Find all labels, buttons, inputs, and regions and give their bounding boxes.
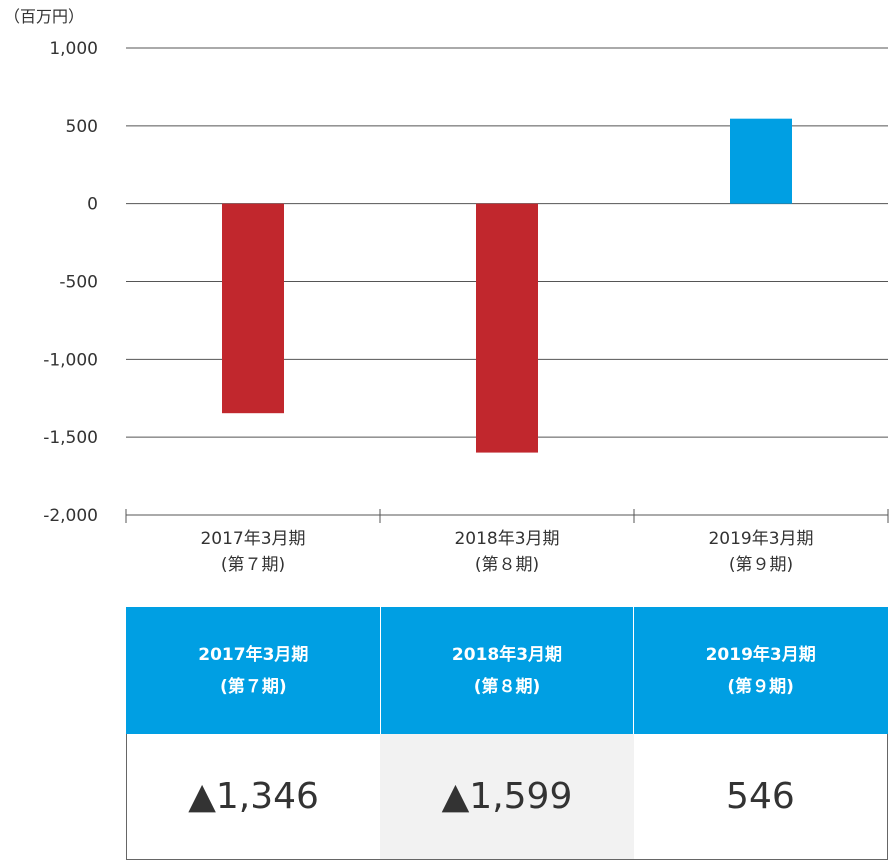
table-value-cell: ▲1,599 xyxy=(380,734,634,860)
bar xyxy=(222,203,284,414)
x-category-sublabel: (第９期) xyxy=(729,555,793,575)
bar-layer xyxy=(222,118,792,453)
table-header-cell: 2017年3月期 (第７期) xyxy=(126,607,381,734)
x-category-sublabel: (第７期) xyxy=(221,555,285,575)
table-header-cell: 2018年3月期 (第８期) xyxy=(379,607,635,734)
header-term: (第７期) xyxy=(220,676,287,697)
table-header-cell: 2019年3月期 (第９期) xyxy=(633,607,888,734)
y-tick-label: 0 xyxy=(87,195,98,215)
x-category-sublabel: (第８期) xyxy=(475,555,539,575)
bar-chart: （百万円） 1,000 500 0 -500 -1,000 -1,500 -2,000 201… xyxy=(4,7,889,575)
y-tick-label: -2,000 xyxy=(43,506,98,526)
table-value-row: ▲1,346 ▲1,599 546 xyxy=(126,734,888,860)
table-header-row: 2017年3月期 (第７期) 2018年3月期 (第８期) 2019年3月期 (… xyxy=(126,607,888,734)
header-term: (第９期) xyxy=(727,676,794,697)
header-year: 2019年3月期 xyxy=(705,644,816,665)
header-term: (第８期) xyxy=(473,676,541,697)
table-value-cell: 546 xyxy=(633,734,888,860)
header-year: 2018年3月期 xyxy=(451,644,563,665)
y-tick-label: -1,500 xyxy=(43,428,98,448)
table-value-cell: ▲1,346 xyxy=(126,734,381,860)
x-category-label: 2017年3月期 xyxy=(200,529,305,549)
bar xyxy=(730,118,792,204)
x-category-label: 2018年3月期 xyxy=(454,529,559,549)
y-tick-label: -1,000 xyxy=(43,350,98,370)
y-tick-label: -500 xyxy=(59,273,98,293)
header-year: 2017年3月期 xyxy=(198,644,309,665)
bar xyxy=(476,203,538,453)
summary-table: 2017年3月期 (第７期) 2018年3月期 (第８期) 2019年3月期 (… xyxy=(126,607,888,860)
axis-layer: 1,000 500 0 -500 -1,000 -1,500 -2,000 2017年3月期 (… xyxy=(43,39,889,575)
unit-label: （百万円） xyxy=(4,7,84,26)
y-tick-label: 1,000 xyxy=(49,39,98,59)
x-category-label: 2019年3月期 xyxy=(708,529,813,549)
y-tick-label: 500 xyxy=(66,117,98,137)
